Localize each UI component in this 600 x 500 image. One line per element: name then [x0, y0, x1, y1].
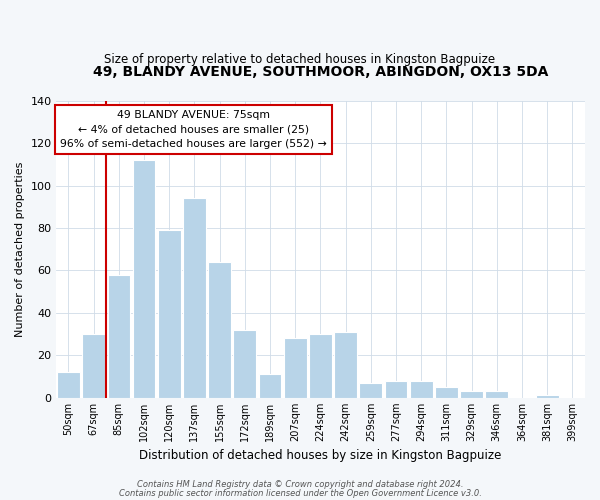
Y-axis label: Number of detached properties: Number of detached properties: [15, 162, 25, 337]
Bar: [359, 382, 382, 398]
Bar: [208, 262, 231, 398]
Bar: [309, 334, 332, 398]
Bar: [107, 274, 130, 398]
Bar: [435, 387, 458, 398]
Bar: [385, 380, 407, 398]
Bar: [183, 198, 206, 398]
X-axis label: Distribution of detached houses by size in Kingston Bagpuize: Distribution of detached houses by size …: [139, 450, 502, 462]
Bar: [460, 391, 483, 398]
Bar: [259, 374, 281, 398]
Bar: [284, 338, 307, 398]
Text: Size of property relative to detached houses in Kingston Bagpuize: Size of property relative to detached ho…: [104, 52, 496, 66]
Bar: [536, 396, 559, 398]
Bar: [410, 380, 433, 398]
Text: Contains HM Land Registry data © Crown copyright and database right 2024.: Contains HM Land Registry data © Crown c…: [137, 480, 463, 489]
Bar: [158, 230, 181, 398]
Bar: [485, 391, 508, 398]
Bar: [57, 372, 80, 398]
Bar: [233, 330, 256, 398]
Title: 49, BLANDY AVENUE, SOUTHMOOR, ABINGDON, OX13 5DA: 49, BLANDY AVENUE, SOUTHMOOR, ABINGDON, …: [93, 65, 548, 79]
Text: 49 BLANDY AVENUE: 75sqm
← 4% of detached houses are smaller (25)
96% of semi-det: 49 BLANDY AVENUE: 75sqm ← 4% of detached…: [60, 110, 327, 150]
Bar: [334, 332, 357, 398]
Bar: [82, 334, 105, 398]
Text: Contains public sector information licensed under the Open Government Licence v3: Contains public sector information licen…: [119, 488, 481, 498]
Bar: [133, 160, 155, 398]
